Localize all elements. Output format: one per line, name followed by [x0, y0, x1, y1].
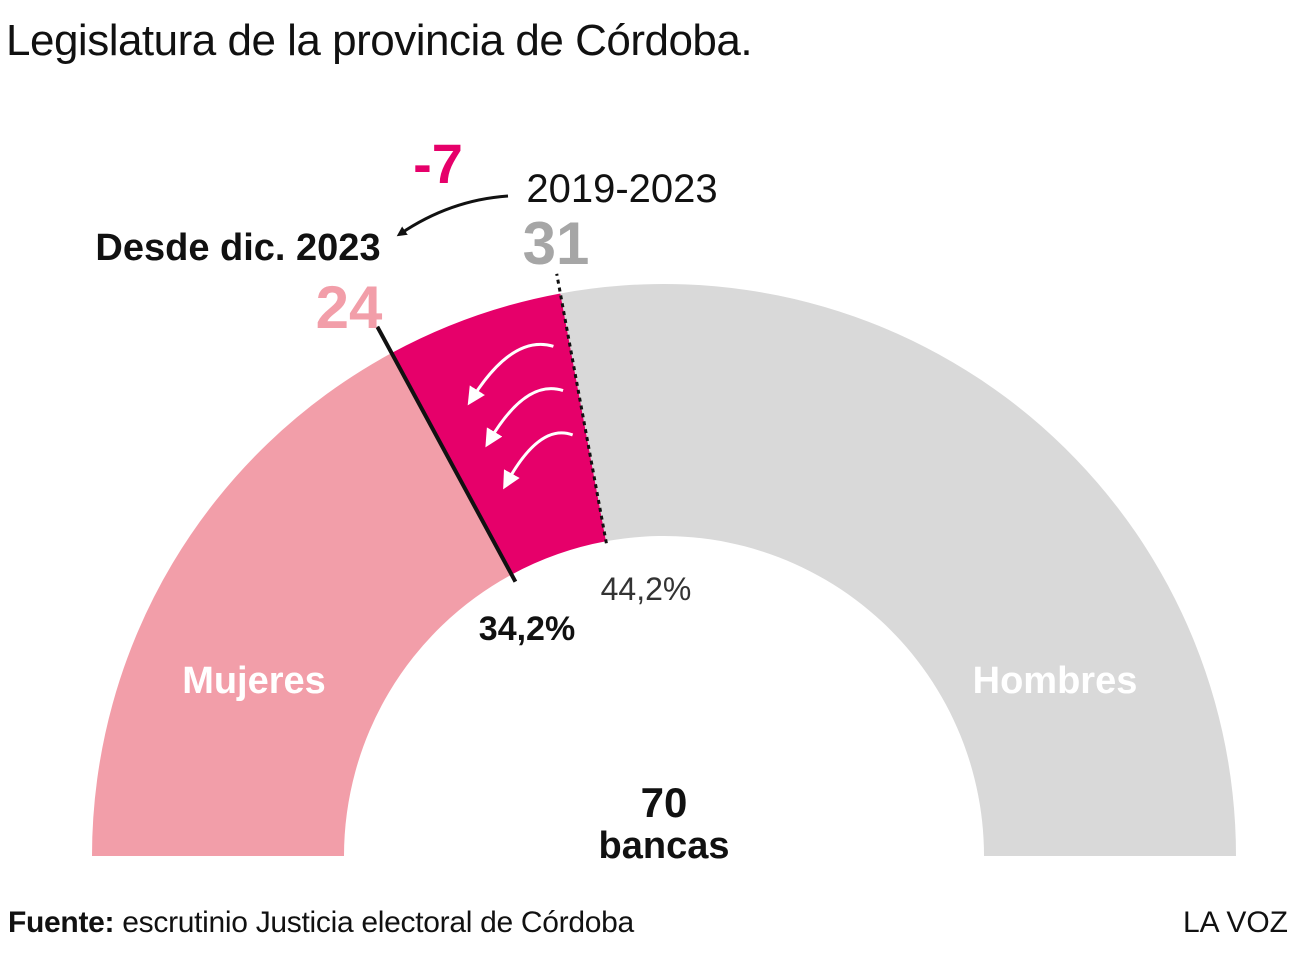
change-label: -7 — [413, 132, 463, 195]
lost-seat-arrow — [503, 431, 574, 490]
previous-share-line — [555, 273, 608, 544]
chart-title: Legislatura de la provincia de Córdoba. — [6, 16, 753, 65]
lost-seat-arrow — [485, 387, 564, 448]
current-share-line — [375, 325, 518, 583]
total-label: bancas — [599, 825, 730, 867]
previous-period-label: 2019-2023 — [526, 167, 717, 211]
slice-mujeres — [92, 353, 512, 856]
previous-percent-label: 44,2% — [601, 571, 692, 607]
source-note: Fuente: escrutinio Justicia electoral de… — [8, 906, 634, 940]
slice-hombres — [560, 284, 1236, 856]
current-percent-label: 34,2% — [479, 610, 575, 648]
brand-logo-text: LA VOZ — [1182, 906, 1288, 939]
current-period-label: Desde dic. 2023 — [95, 227, 380, 269]
chart-overlays — [375, 194, 608, 583]
previous-value-label: 31 — [523, 210, 590, 277]
change-arrow — [396, 194, 509, 237]
slice-label-mujeres: Mujeres — [182, 660, 326, 702]
source-label: Fuente: — [8, 906, 115, 939]
slice-label-hombres: Hombres — [973, 660, 1138, 702]
chart-slices — [92, 284, 1236, 856]
current-value-label: 24 — [316, 274, 383, 341]
source-text: escrutinio Justicia electoral de Córdoba — [122, 906, 634, 939]
lost-seat-arrow — [467, 342, 554, 406]
total-value: 70 — [641, 779, 688, 826]
